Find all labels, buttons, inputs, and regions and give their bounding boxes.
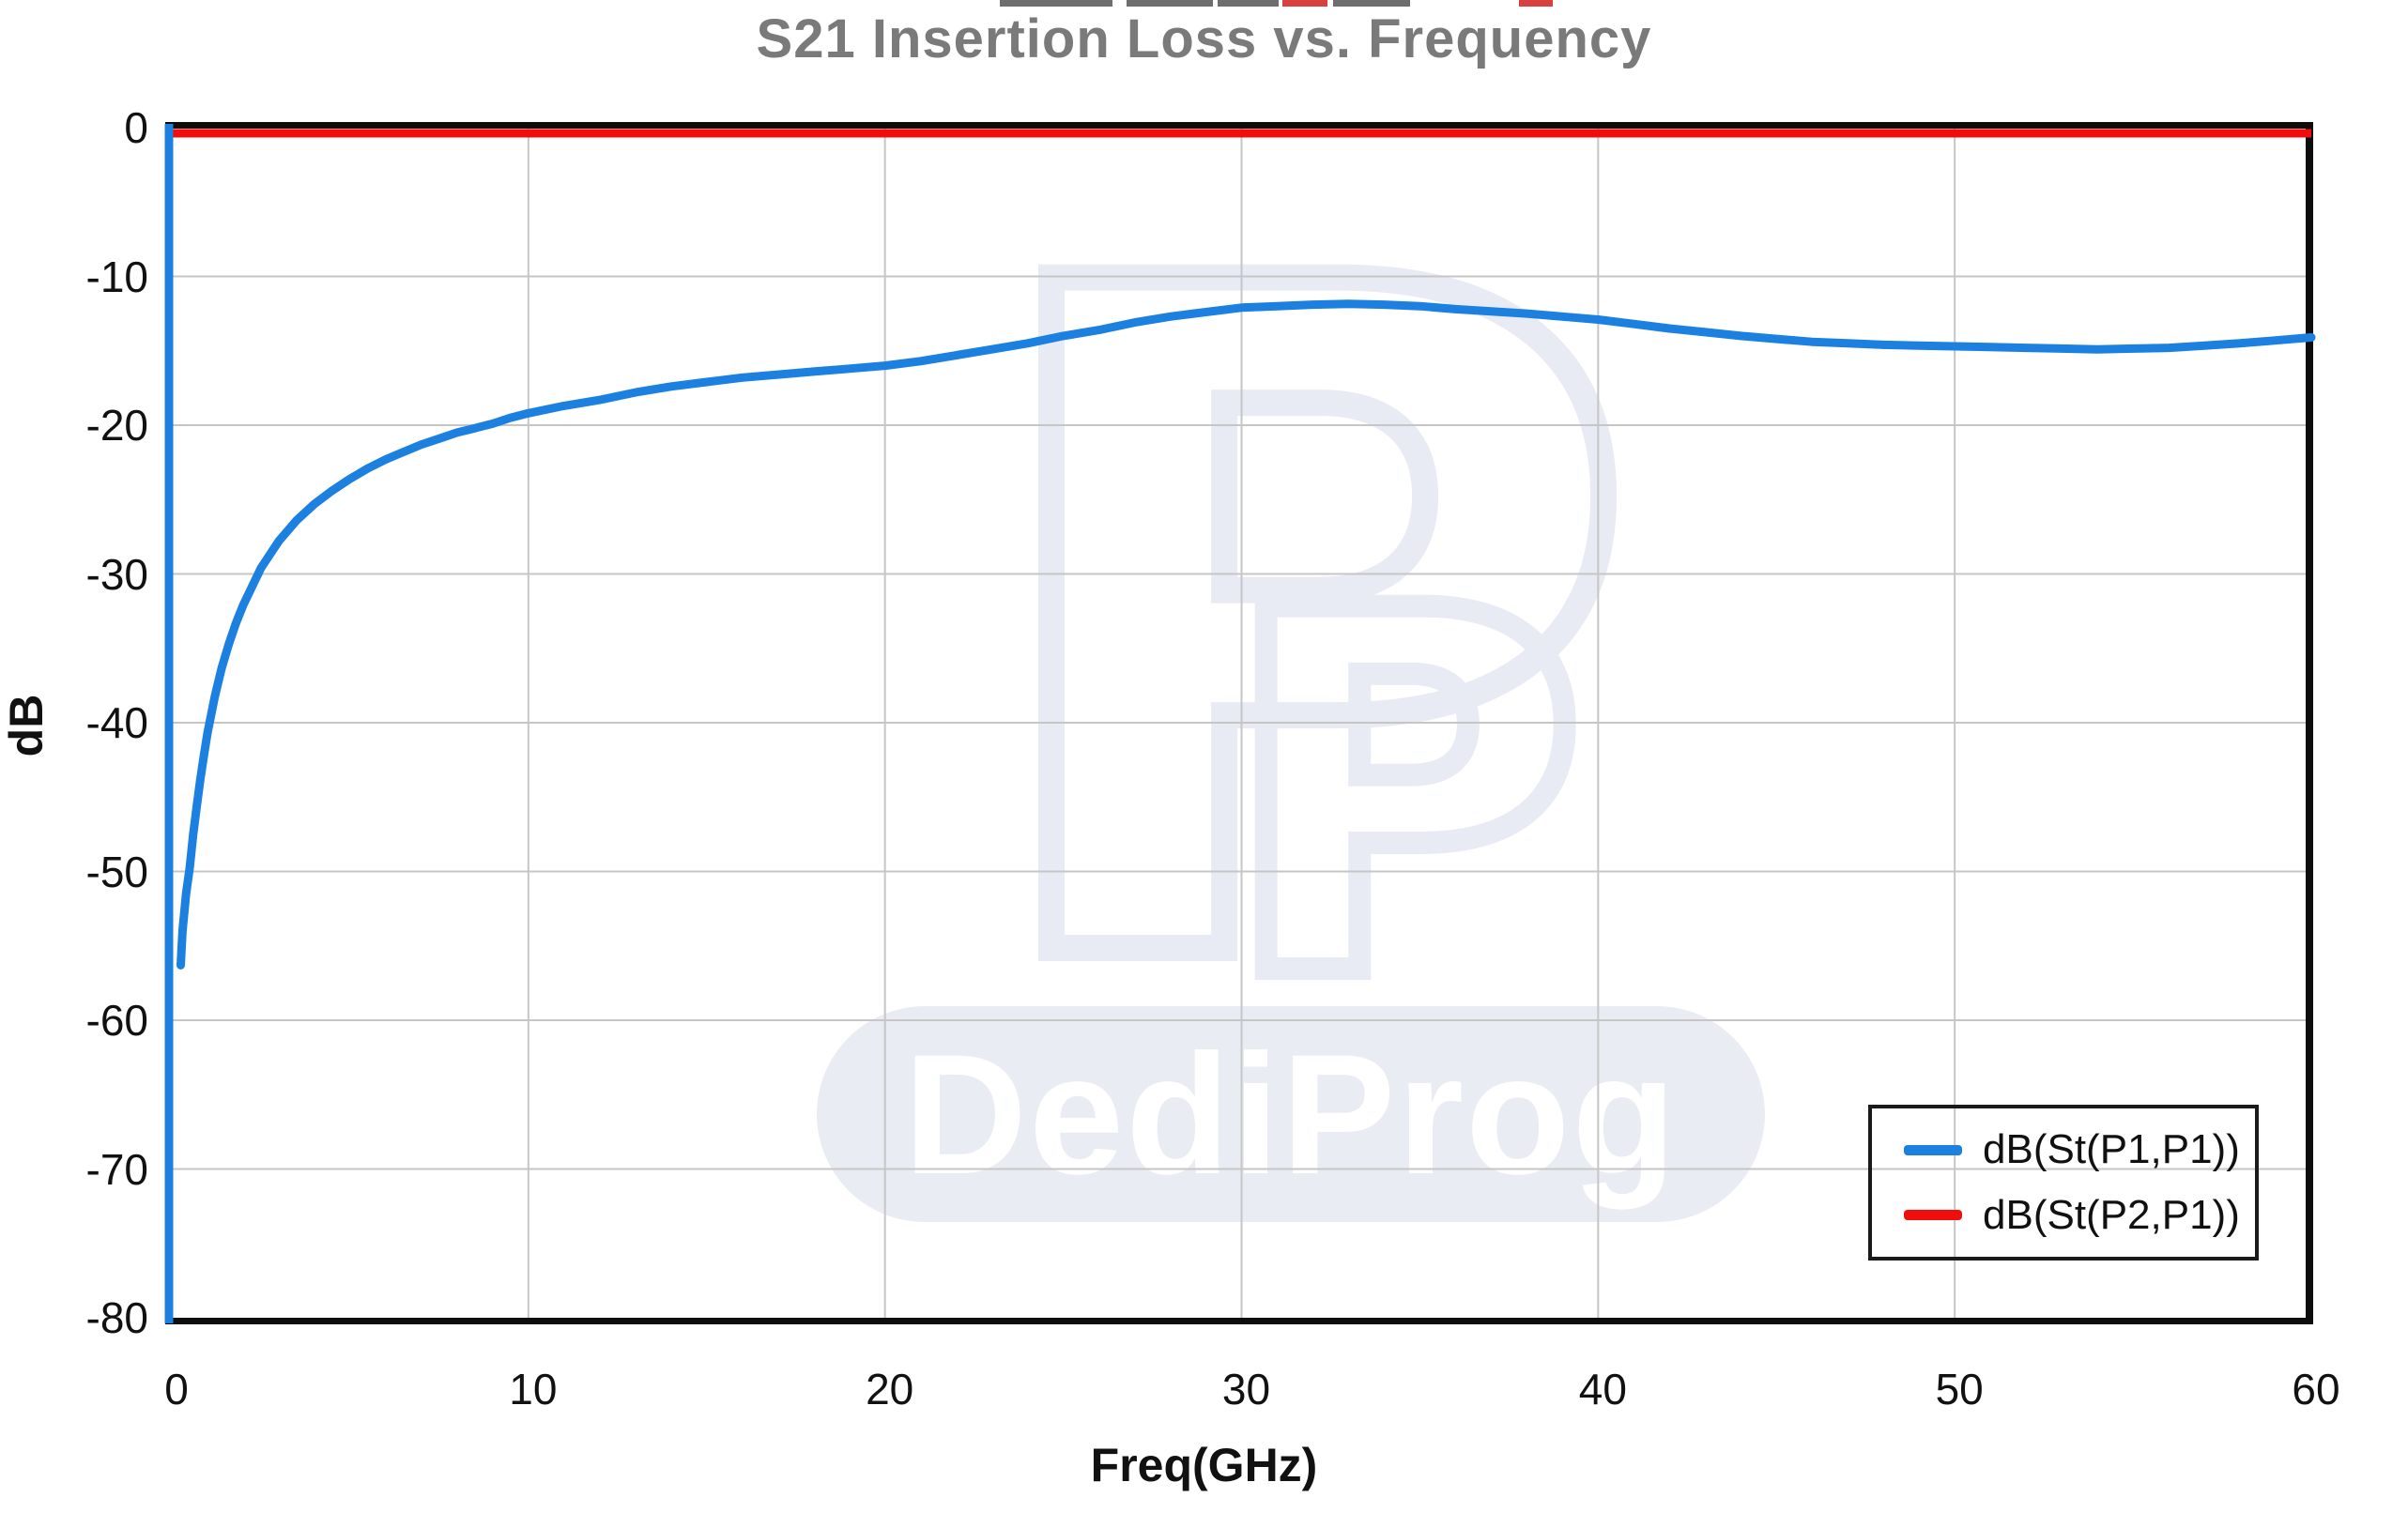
x-tick-label: 60 bbox=[2292, 1365, 2340, 1413]
watermark-text: DediProg bbox=[903, 1018, 1679, 1210]
dediprog-logo-watermark: P bbox=[967, 95, 1641, 1166]
y-tick-label: -40 bbox=[85, 698, 148, 747]
x-axis-title: Freq(GHz) bbox=[1090, 1439, 1318, 1491]
legend: dB(St(P1,P1)) dB(St(P2,P1)) bbox=[1868, 1105, 2259, 1261]
cropped-edge-artifact bbox=[1218, 0, 1279, 7]
y-tick-label: -30 bbox=[85, 549, 148, 599]
dediprog-logo-watermark: P bbox=[1220, 507, 1585, 1086]
legend-label: dB(St(P2,P1)) bbox=[1983, 1191, 2240, 1238]
y-tick-label: 0 bbox=[124, 103, 148, 152]
dediprog-watermark-pill: DediProg bbox=[817, 1006, 1765, 1222]
chart-title: S21 Insertion Loss vs. Frequency bbox=[756, 8, 1652, 69]
legend-label: dB(St(P1,P1)) bbox=[1983, 1126, 2240, 1173]
x-tick-label: 20 bbox=[866, 1365, 914, 1413]
y-tick-label: -20 bbox=[85, 401, 148, 450]
y-tick-label: -50 bbox=[85, 847, 148, 896]
cropped-edge-artifact bbox=[1333, 0, 1410, 7]
y-tick-label: -60 bbox=[85, 996, 148, 1045]
cropped-edge-artifact bbox=[1000, 0, 1112, 7]
cropped-edge-artifact bbox=[1127, 0, 1213, 7]
x-tick-label: 30 bbox=[1221, 1365, 1271, 1413]
cropped-edge-artifact bbox=[1282, 0, 1327, 7]
y-axis-title: dB bbox=[0, 694, 53, 757]
legend-swatch-red bbox=[1904, 1210, 1962, 1221]
x-tick-label: 40 bbox=[1578, 1365, 1627, 1413]
legend-row: dB(St(P1,P1)) bbox=[1872, 1126, 2255, 1173]
x-tick-label: 50 bbox=[1935, 1365, 1984, 1413]
y-tick-label: -70 bbox=[85, 1144, 148, 1194]
legend-row: dB(St(P2,P1)) bbox=[1872, 1192, 2255, 1239]
legend-swatch-blue bbox=[1904, 1144, 1962, 1155]
x-tick-label: 10 bbox=[509, 1365, 558, 1413]
x-tick-label: 0 bbox=[164, 1365, 189, 1413]
y-tick-label: -10 bbox=[85, 252, 148, 301]
y-tick-label: -80 bbox=[85, 1293, 148, 1342]
cropped-edge-artifact bbox=[1519, 0, 1553, 7]
